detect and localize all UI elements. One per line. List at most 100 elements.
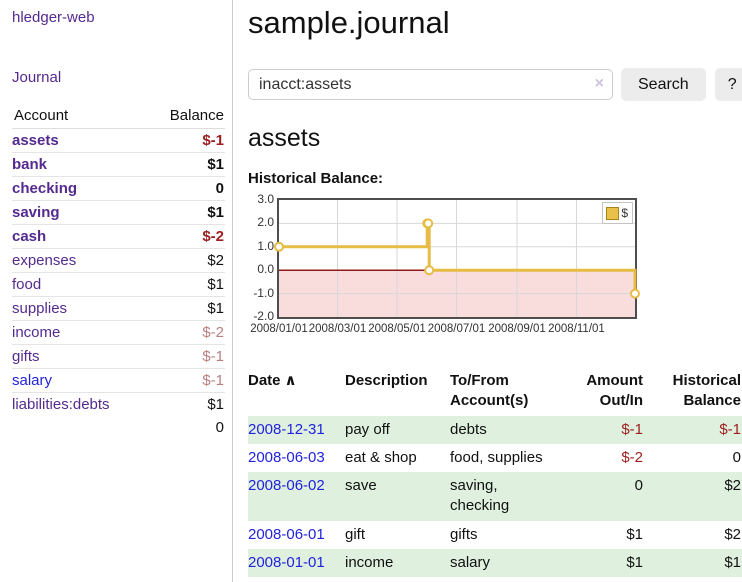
register-row: 2008-01-01 income salary $1 $1 bbox=[248, 548, 742, 577]
clear-search-icon[interactable]: × bbox=[594, 75, 604, 92]
sidebar-account-link[interactable]: bank bbox=[12, 156, 48, 173]
account-balance: 0 bbox=[146, 176, 225, 201]
register-amount: $-2 bbox=[621, 448, 643, 466]
help-button[interactable]: ? bbox=[714, 68, 742, 101]
register-description: save bbox=[345, 472, 450, 521]
header-label: Description bbox=[345, 372, 428, 389]
accounts-header-balance: Balance bbox=[146, 104, 225, 129]
accounts-total-row: 0 bbox=[12, 416, 225, 439]
data-point-marker bbox=[423, 218, 434, 229]
account-row: bank $1 bbox=[12, 152, 225, 177]
account-balance: $-2 bbox=[146, 320, 225, 345]
register-date-cell: 2008-12-31 bbox=[248, 415, 345, 444]
register-description: gift bbox=[345, 525, 366, 543]
sidebar-account-link[interactable]: food bbox=[12, 276, 42, 293]
y-axis-tick-label: 3.0 bbox=[257, 192, 274, 206]
chart-section-label: Historical Balance: bbox=[248, 170, 384, 187]
account-cell: supplies bbox=[12, 296, 147, 321]
register-balance: $1 bbox=[644, 548, 742, 577]
transaction-date-link[interactable]: 2008-01-01 bbox=[248, 553, 325, 571]
sidebar-account-link[interactable]: cash bbox=[12, 228, 47, 245]
search-button[interactable]: Search bbox=[621, 68, 706, 101]
account-balance: $1 bbox=[146, 272, 225, 297]
page-title: sample.journal bbox=[248, 5, 450, 40]
account-cell: income bbox=[12, 320, 147, 345]
account-cell: food bbox=[12, 272, 147, 297]
account-cell: checking bbox=[12, 176, 147, 201]
transaction-date-link[interactable]: 2008-12-31 bbox=[248, 420, 325, 438]
sidebar: hledger-web Journal Account Balance asse… bbox=[0, 0, 233, 582]
account-balance: $1 bbox=[146, 296, 225, 321]
y-axis-tick-label: 2.0 bbox=[257, 215, 274, 230]
account-cell: salary bbox=[12, 368, 147, 393]
historical-balance-chart: $ 3.0 2.0 1.0 0.0 -1.0 -2.0 2008/01/01 2008/03/… bbox=[248, 192, 742, 338]
account-balance: $1 bbox=[146, 200, 225, 225]
header-label: Date bbox=[248, 372, 281, 389]
register-balance: $2 bbox=[724, 525, 741, 543]
transaction-date-link[interactable]: 2008-06-02 bbox=[248, 477, 325, 494]
y-axis-tick-label: 0.0 bbox=[257, 262, 274, 277]
register-accounts: saving, checking bbox=[450, 472, 558, 521]
register-header-row: Date ∧ Description To/From Account(s) Amount… bbox=[248, 369, 742, 416]
accounts-tbody: assets $-1 bank $1 checking 0 saving $1 cash $-2 e… bbox=[12, 129, 225, 416]
register-header-description: Description bbox=[345, 369, 450, 416]
account-cell: liabilities:debts bbox=[12, 392, 147, 416]
sidebar-account-link[interactable]: income bbox=[12, 324, 61, 341]
sidebar-account-link[interactable]: supplies bbox=[12, 300, 68, 317]
sidebar-account-link[interactable]: assets bbox=[12, 132, 59, 149]
sidebar-account-link[interactable]: expenses bbox=[12, 252, 77, 269]
chart-canvas bbox=[274, 200, 640, 317]
register-balance: $2 bbox=[644, 472, 742, 521]
y-axis-tick-label: 1.0 bbox=[257, 238, 274, 253]
sidebar-account-link[interactable]: gifts bbox=[12, 348, 40, 365]
register-tbody: 2008-12-31 pay off debts $-1 $-1 2008-06-03 ea… bbox=[248, 415, 742, 577]
data-point-marker bbox=[274, 241, 284, 252]
sidebar-account-link[interactable]: checking bbox=[12, 180, 78, 197]
search-input[interactable] bbox=[248, 69, 613, 100]
sidebar-account-link[interactable]: liabilities:debts bbox=[12, 396, 110, 413]
legend-swatch-icon bbox=[606, 206, 620, 220]
account-balance: $-1 bbox=[146, 368, 225, 393]
header-label: Historical Balance bbox=[672, 372, 741, 410]
transaction-date-link[interactable]: 2008-06-01 bbox=[248, 525, 325, 543]
x-axis-tick-label: 2008/07/01 bbox=[427, 323, 486, 335]
register-description: income bbox=[345, 548, 450, 577]
register-balance: 0 bbox=[732, 448, 741, 466]
account-row: gifts $-1 bbox=[12, 344, 225, 369]
data-point-marker bbox=[424, 265, 435, 276]
account-row: checking 0 bbox=[12, 176, 225, 201]
sidebar-account-link[interactable]: salary bbox=[12, 372, 53, 389]
register-header-to-from-account-s-: To/From Account(s) bbox=[450, 369, 558, 416]
register-description: pay off bbox=[345, 415, 450, 444]
sidebar-account-link[interactable]: saving bbox=[12, 204, 60, 221]
y-axis-tick-label: -1.0 bbox=[253, 285, 274, 300]
register-amount: $-1 bbox=[558, 415, 644, 444]
register-accounts: debts bbox=[450, 415, 558, 444]
account-heading: assets bbox=[248, 124, 321, 152]
account-row: salary $-1 bbox=[12, 368, 225, 393]
transaction-date-link[interactable]: 2008-06-03 bbox=[248, 448, 325, 466]
register-description: eat & shop bbox=[345, 448, 417, 466]
app-brand-link[interactable]: hledger-web bbox=[12, 9, 95, 26]
x-axis-tick-label: 2008/01/01 bbox=[250, 323, 308, 335]
accounts-table: Account Balance assets $-1 bank $1 checking 0… bbox=[12, 104, 225, 439]
account-row: liabilities:debts $1 bbox=[12, 392, 225, 416]
accounts-total-balance: 0 bbox=[215, 419, 224, 436]
sidebar-item-journal[interactable]: Journal bbox=[12, 69, 62, 86]
chart-legend: $ bbox=[602, 202, 633, 224]
account-row: supplies $1 bbox=[12, 296, 225, 321]
account-balance: $1 bbox=[146, 392, 225, 416]
x-axis-tick-label: 2008/05/01 bbox=[368, 323, 426, 335]
header-label: To/From Account(s) bbox=[450, 372, 529, 410]
register-header-date[interactable]: Date ∧ bbox=[248, 369, 345, 416]
register-table: Date ∧ Description To/From Account(s) Amount… bbox=[248, 369, 742, 577]
register-balance: $-1 bbox=[644, 415, 742, 444]
x-axis-tick-label: 2008/03/01 bbox=[308, 323, 367, 335]
register-row: 2008-06-01 gift gifts $1 $2 bbox=[248, 521, 742, 549]
register-accounts: gifts bbox=[450, 525, 478, 543]
register-row: 2008-06-03 eat & shop food, supplies $-2 0 bbox=[248, 444, 742, 472]
sort-asc-icon: ∧ bbox=[284, 372, 297, 389]
x-axis-tick-label: 2008/09/01 bbox=[488, 323, 546, 335]
register-date-cell: 2008-06-03 bbox=[248, 444, 345, 472]
account-cell: bank bbox=[12, 152, 147, 177]
